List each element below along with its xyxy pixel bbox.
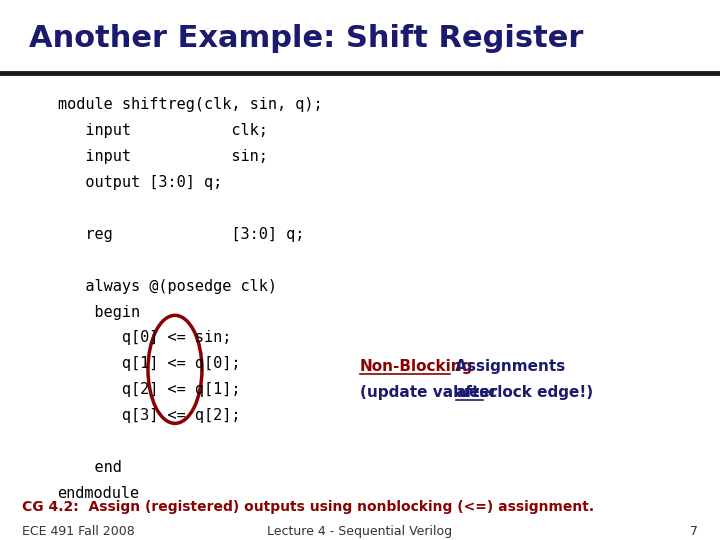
Text: 7: 7 xyxy=(690,525,698,538)
Text: Non-Blocking: Non-Blocking xyxy=(360,359,473,374)
Text: q[0] <= sin;: q[0] <= sin; xyxy=(58,330,231,346)
Text: CG 4.2:  Assign (registered) outputs using nonblocking (<=) assignment.: CG 4.2: Assign (registered) outputs usin… xyxy=(22,500,594,514)
Text: reg             [3:0] q;: reg [3:0] q; xyxy=(58,227,304,242)
Text: ECE 491 Fall 2008: ECE 491 Fall 2008 xyxy=(22,525,135,538)
Text: begin: begin xyxy=(58,305,140,320)
Text: module shiftreg(clk, sin, q);: module shiftreg(clk, sin, q); xyxy=(58,97,323,112)
Text: end: end xyxy=(58,460,122,475)
Text: input           sin;: input sin; xyxy=(58,149,267,164)
Text: output [3:0] q;: output [3:0] q; xyxy=(58,175,222,190)
Text: q[2] <= q[1];: q[2] <= q[1]; xyxy=(58,382,240,397)
Text: Lecture 4 - Sequential Verilog: Lecture 4 - Sequential Verilog xyxy=(267,525,453,538)
Text: endmodule: endmodule xyxy=(58,486,140,501)
Text: (update values: (update values xyxy=(360,385,494,400)
Text: q[3] <= q[2];: q[3] <= q[2]; xyxy=(58,408,240,423)
Text: Another Example: Shift Register: Another Example: Shift Register xyxy=(29,24,583,53)
Text: input           clk;: input clk; xyxy=(58,123,267,138)
Text: q[1] <= q[0];: q[1] <= q[0]; xyxy=(58,356,240,372)
Text: clock edge!): clock edge!) xyxy=(483,385,593,400)
Text: Assignments: Assignments xyxy=(450,359,565,374)
Text: always @(posedge clk): always @(posedge clk) xyxy=(58,279,276,294)
Text: after: after xyxy=(456,385,498,400)
